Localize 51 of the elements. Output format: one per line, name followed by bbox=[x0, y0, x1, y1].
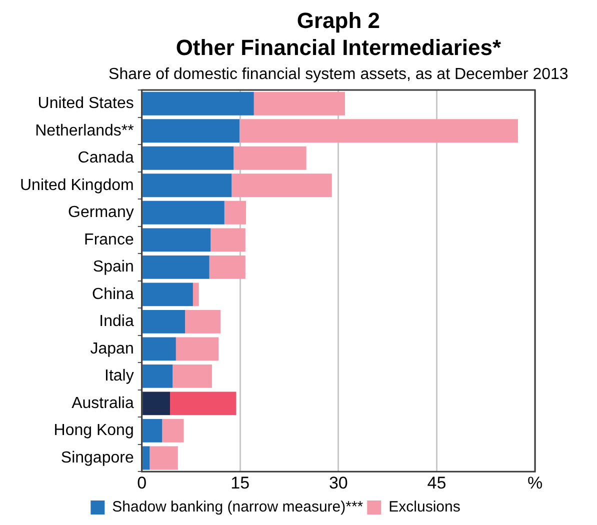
bar bbox=[142, 174, 232, 198]
bar bbox=[142, 337, 176, 361]
y-tick-label: Netherlands** bbox=[35, 122, 134, 140]
y-tick-label: Italy bbox=[104, 368, 134, 385]
y-tick-label: Spain bbox=[92, 258, 134, 276]
bar bbox=[192, 282, 199, 306]
y-tick-label: France bbox=[84, 231, 134, 248]
bar bbox=[170, 392, 236, 416]
bar bbox=[142, 282, 193, 306]
legend-label: Exclusions bbox=[388, 498, 460, 516]
bar bbox=[254, 92, 345, 116]
bar bbox=[185, 310, 220, 334]
bar bbox=[142, 364, 173, 388]
bar bbox=[142, 146, 234, 170]
bar bbox=[142, 92, 254, 116]
bar bbox=[162, 418, 184, 442]
bar bbox=[142, 200, 224, 224]
y-tick-label: United Kingdom bbox=[20, 176, 134, 194]
x-tick-label: 30 bbox=[328, 473, 348, 492]
legend-label: Shadow banking (narrow measure)*** bbox=[112, 498, 364, 516]
y-tick-label: China bbox=[92, 286, 134, 303]
bar bbox=[142, 310, 186, 334]
bar bbox=[142, 228, 211, 252]
x-tick-label: 15 bbox=[230, 473, 250, 492]
x-tick-label: % bbox=[527, 473, 543, 492]
bar bbox=[239, 119, 518, 143]
bar bbox=[232, 174, 332, 198]
chart-title: Graph 2 Other Financial Intermediaries* bbox=[176, 8, 502, 60]
bar bbox=[176, 337, 219, 361]
bar bbox=[209, 255, 246, 279]
bar bbox=[142, 255, 210, 279]
y-tick-label: Hong Kong bbox=[54, 422, 134, 440]
x-tick-label: 45 bbox=[427, 473, 446, 492]
y-tick-label: Singapore bbox=[60, 449, 134, 466]
y-tick-label: Germany bbox=[68, 204, 134, 222]
x-tick-label: 0 bbox=[137, 473, 147, 492]
y-tick-label: Australia bbox=[72, 394, 134, 412]
bar bbox=[142, 418, 162, 442]
y-tick-label: United States bbox=[38, 95, 134, 112]
bar bbox=[172, 364, 212, 388]
bar bbox=[224, 200, 246, 224]
y-tick-label: India bbox=[99, 313, 134, 330]
bar bbox=[150, 446, 178, 470]
bar bbox=[210, 228, 246, 252]
bar bbox=[142, 392, 170, 416]
y-tick-label: Canada bbox=[78, 150, 134, 167]
bar bbox=[142, 446, 150, 470]
chart-subtitle: Share of domestic financial system assets, as at December 2013 bbox=[108, 66, 568, 83]
bar bbox=[234, 146, 306, 170]
y-tick-label: Japan bbox=[90, 340, 134, 358]
bar bbox=[142, 119, 240, 143]
